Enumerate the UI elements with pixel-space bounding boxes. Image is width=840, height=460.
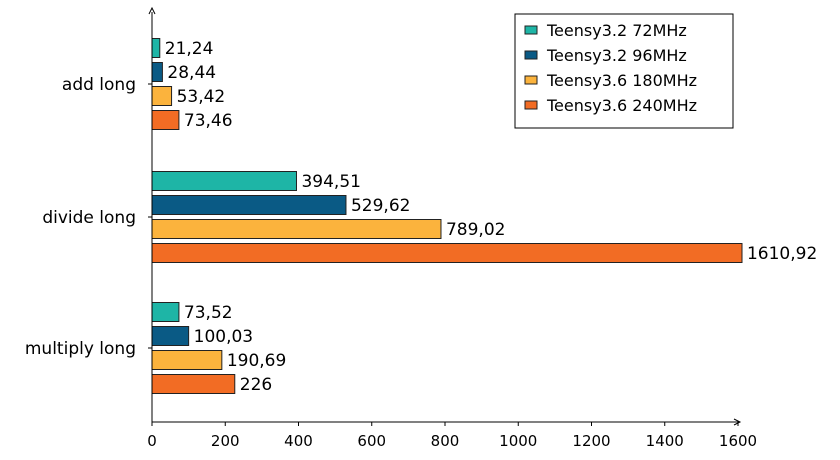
x-tick-label: 200 [211,432,240,450]
bar-add-long-series-2 [151,62,163,82]
bar-divide-long-series-1 [151,171,297,191]
x-tick-label: 1200 [572,432,610,450]
x-tick-label: 800 [431,432,460,450]
x-axis-arrow [733,418,742,426]
bar-add-long-series-1 [151,38,161,58]
y-axis-arrow [148,6,156,15]
legend-swatch [524,50,538,60]
value-label: 21,24 [165,39,214,59]
value-labels-layer: 21,24 28,44 53,42 73,46 394,51 529,62 789,02 16… [165,39,818,395]
bar-divide-long-series-3 [151,219,442,239]
legend-entry: Teensy3.6 240MHz [546,96,697,115]
bar-multiply-long-series-2 [151,326,190,346]
value-label: 100,03 [194,327,253,347]
value-label: 394,51 [301,172,360,192]
value-label: 73,52 [184,303,233,323]
legend: Teensy3.2 72MHz Teensy3.2 96MHz Teensy3.6 … [514,13,734,129]
legend-swatch [524,25,538,35]
legend-entry: Teensy3.2 96MHz [546,46,687,65]
bar-divide-long-series-4 [151,243,743,263]
x-tick-label: 400 [284,432,313,450]
category-label: multiply long [25,339,136,359]
value-label: 28,44 [167,63,216,83]
legend-swatch [524,75,538,85]
category-label: divide long [42,208,136,228]
bar-add-long-series-4 [151,110,180,130]
bar-multiply-long-series-3 [151,350,223,370]
bar-multiply-long-series-4 [151,374,236,394]
x-tick-label: 0 [147,432,157,450]
value-label: 190,69 [227,351,286,371]
legend-swatch [524,100,538,110]
legend-entry: Teensy3.2 72MHz [546,21,687,40]
bar-multiply-long-series-1 [151,302,180,322]
category-label: add long [62,75,136,95]
legend-box [514,13,734,129]
bar-add-long-series-3 [151,86,173,106]
axes-layer: add long divide long multiply long 0 200 400 6… [25,6,757,450]
x-tick-label: 1600 [719,432,757,450]
value-label: 73,46 [184,111,233,131]
x-tick-label: 600 [357,432,386,450]
legend-entry: Teensy3.6 180MHz [546,71,697,90]
value-label: 789,02 [446,220,505,240]
value-label: 529,62 [351,196,410,216]
x-tick-label: 1400 [646,432,684,450]
value-label: 1610,92 [747,244,817,264]
x-tick-label: 1000 [499,432,537,450]
value-label: 226 [240,375,272,395]
bar-divide-long-series-2 [151,195,347,215]
value-label: 53,42 [177,87,226,107]
bars-layer [151,38,743,394]
